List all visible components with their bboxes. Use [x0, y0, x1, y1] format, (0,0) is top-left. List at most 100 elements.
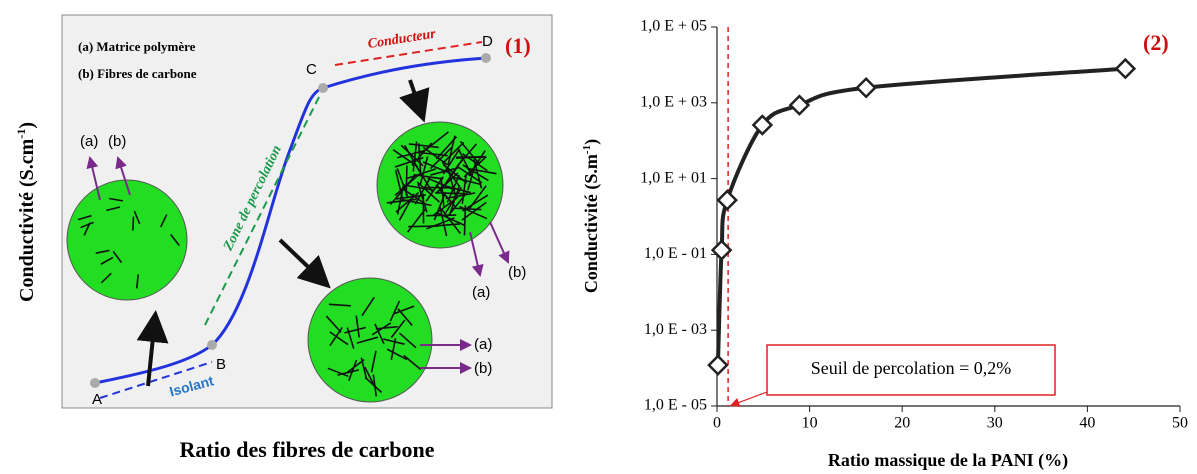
fiber [406, 207, 427, 233]
x-axis-label: Ratio des fibres de carbone [179, 437, 434, 462]
x-tick-label: 40 [1079, 415, 1095, 432]
fiber [159, 214, 168, 228]
annotation-box [766, 344, 1056, 396]
annotation-arrow [729, 391, 768, 407]
fiber [400, 144, 424, 167]
data-point [788, 94, 811, 116]
fiber [412, 141, 418, 172]
x-tick-label: 10 [802, 415, 818, 432]
fiber [364, 376, 383, 393]
fiber [462, 164, 489, 182]
point [481, 53, 491, 63]
fiber [106, 206, 121, 212]
y-tick-label: 1,0 E - 01 [644, 245, 707, 262]
fiber [413, 173, 444, 180]
data-point [855, 76, 877, 99]
fiber [328, 303, 351, 307]
point [318, 83, 328, 93]
fiber [461, 201, 487, 221]
arrow [115, 156, 131, 196]
fiber [435, 136, 458, 160]
fiber [364, 366, 376, 387]
x-axis-label: Ratio massique de la PANI (%) [828, 450, 1068, 471]
annotation: Seuil de percolation = 0,2% [811, 358, 1012, 378]
fiber [424, 131, 449, 152]
fiber [109, 197, 124, 202]
panel-label: (1) [505, 33, 531, 58]
label-text: ) [16, 122, 38, 129]
fiber [408, 143, 439, 149]
arrow [86, 156, 101, 201]
fiber [327, 367, 349, 378]
circle-label: (a) [472, 284, 490, 301]
fiber [467, 161, 477, 191]
circle-label: (b) [474, 360, 492, 377]
label-sup: -1 [581, 145, 593, 154]
fiber [441, 209, 461, 234]
fiber [348, 359, 358, 381]
fiber [426, 214, 457, 217]
fiber [135, 274, 139, 289]
label-text: Conductivité (S.cm [16, 138, 38, 302]
insulator-line [99, 361, 213, 399]
fiber [344, 326, 366, 334]
fiber [346, 359, 365, 374]
fiber [435, 191, 466, 195]
fiber [100, 272, 112, 284]
x-tick-label: 50 [1172, 415, 1188, 432]
arrow [489, 221, 510, 264]
point-label: D [482, 33, 493, 50]
data-point [707, 354, 729, 376]
circle-label: (a) [474, 336, 492, 353]
fiber [112, 250, 123, 264]
label-text: ) [581, 139, 602, 145]
data-point [710, 239, 733, 261]
fiber [389, 181, 411, 205]
fiber [451, 207, 482, 211]
fiber [430, 223, 461, 228]
fiber [442, 163, 468, 184]
fiber [435, 172, 459, 194]
arrow [278, 238, 331, 289]
legend-text: (b) Fibres de carbone [78, 66, 197, 81]
fiber [403, 184, 434, 191]
fiber [382, 338, 405, 345]
fiber [441, 141, 465, 165]
fiber [459, 140, 481, 165]
y-tick-label: 1,0 E + 05 [640, 18, 707, 35]
fiber [370, 350, 377, 373]
fiber [439, 206, 448, 237]
circle-label: (b) [108, 133, 126, 150]
fiber [386, 348, 408, 361]
y-tick-label: 1,0 E - 05 [644, 397, 707, 414]
fiber [446, 174, 460, 203]
fiber [417, 143, 422, 174]
fiber [329, 331, 349, 346]
fiber [445, 192, 476, 200]
fiber [77, 214, 92, 221]
arrow [469, 231, 484, 277]
data-point [1114, 57, 1137, 80]
fiber [95, 249, 110, 254]
y-tick-label: 1,0 E - 03 [644, 321, 707, 338]
fiber [415, 165, 433, 192]
fiber [325, 315, 342, 333]
fiber [356, 336, 379, 344]
y-tick-label: 1,0 E + 01 [640, 169, 707, 186]
circle-label: (b) [508, 264, 526, 281]
fiber [425, 176, 444, 202]
fiber [466, 167, 497, 175]
arrow [399, 79, 430, 123]
panel-label: (2) [1143, 30, 1169, 55]
fiber [442, 148, 461, 175]
fiber [455, 156, 486, 159]
fiber [80, 221, 94, 229]
y-axis-label: Conductivité (S.m-1) [581, 139, 603, 293]
fiber [447, 169, 458, 200]
fiber [132, 216, 135, 231]
label-sup: -1 [14, 129, 28, 139]
fiber [398, 193, 415, 221]
fiber [397, 308, 413, 326]
